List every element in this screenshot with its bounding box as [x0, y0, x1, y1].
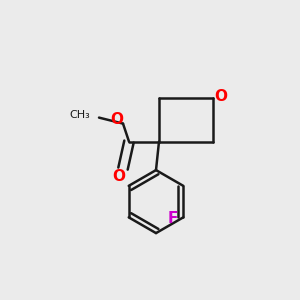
Text: O: O: [214, 89, 227, 104]
Text: F: F: [168, 211, 178, 226]
Text: O: O: [110, 112, 123, 127]
Text: O: O: [112, 169, 125, 184]
Text: CH₃: CH₃: [69, 110, 90, 120]
